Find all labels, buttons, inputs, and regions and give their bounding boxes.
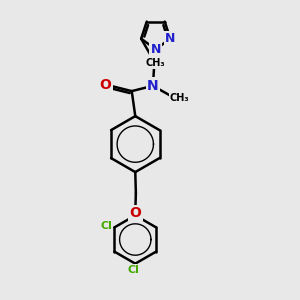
Text: CH₃: CH₃ [146, 58, 166, 68]
Text: CH₃: CH₃ [169, 94, 189, 103]
Text: O: O [129, 206, 141, 220]
Text: Cl: Cl [100, 221, 112, 231]
Text: N: N [151, 43, 161, 56]
Text: O: O [99, 78, 111, 92]
Text: Cl: Cl [128, 265, 140, 275]
Text: N: N [165, 32, 175, 45]
Text: N: N [147, 79, 159, 93]
